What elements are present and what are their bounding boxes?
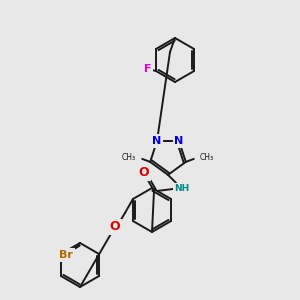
Text: O: O bbox=[110, 220, 120, 233]
Text: F: F bbox=[144, 64, 152, 74]
Text: CH₃: CH₃ bbox=[122, 153, 136, 162]
Text: CH₃: CH₃ bbox=[200, 153, 214, 162]
Text: Br: Br bbox=[59, 250, 73, 260]
Text: NH: NH bbox=[174, 184, 190, 194]
Text: N: N bbox=[152, 136, 162, 146]
Text: O: O bbox=[139, 167, 149, 179]
Text: N: N bbox=[174, 136, 184, 146]
